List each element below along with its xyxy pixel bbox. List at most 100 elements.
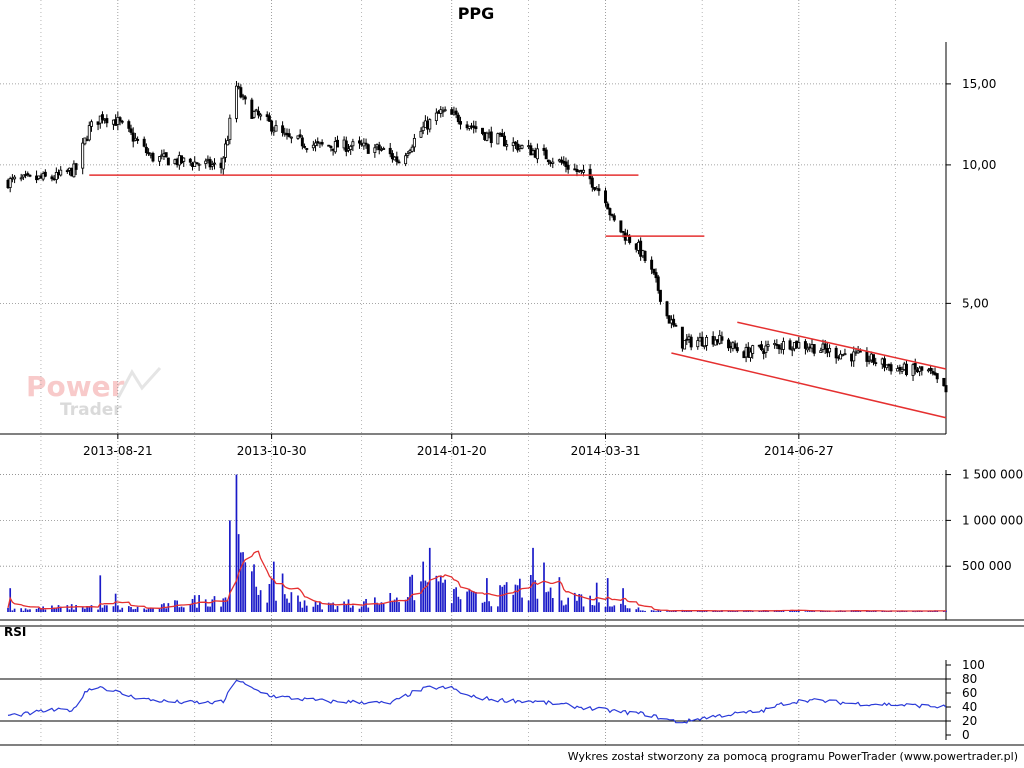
volume-bar — [180, 606, 183, 612]
volume-bar — [866, 610, 868, 612]
volume-bar — [312, 606, 315, 612]
volume-bar — [620, 603, 622, 612]
price-candle-body — [656, 276, 660, 291]
price-candle-body — [942, 377, 946, 387]
volume-bar — [642, 610, 644, 612]
x-tick-label: 2013-08-21 — [83, 444, 153, 458]
price-candle-body — [702, 345, 706, 348]
price-trendline — [737, 321, 947, 370]
volume-bar — [250, 571, 253, 612]
price-candle-body — [823, 343, 827, 350]
price-candle-body — [650, 259, 654, 270]
price-candle-body — [388, 147, 392, 155]
volume-bar — [242, 552, 244, 612]
volume-bar — [143, 608, 146, 612]
volume-bar — [767, 611, 769, 612]
volume-bar — [420, 581, 422, 612]
volume-bar — [68, 609, 71, 612]
volume-bar — [562, 605, 565, 612]
volume-bar — [321, 609, 323, 612]
price-candle-body — [766, 344, 770, 347]
volume-bar — [529, 574, 532, 612]
volume-bar — [106, 605, 108, 612]
volume-bar — [395, 597, 398, 612]
volume-bar — [380, 602, 383, 612]
price-candle-body — [564, 161, 568, 167]
volume-bar — [345, 604, 348, 612]
price-candle-body — [234, 85, 238, 119]
grid — [0, 0, 946, 745]
price-candle-body — [610, 214, 614, 216]
volume-bar — [152, 607, 154, 612]
volume-bar — [516, 585, 519, 612]
price-candle-body — [654, 272, 658, 279]
rsi-y-tick-label: 0 — [962, 728, 970, 742]
volume-bar — [268, 584, 271, 612]
price-candle-body — [65, 170, 69, 173]
volume-bar — [22, 610, 25, 612]
price-candle-body — [213, 162, 216, 165]
volume-bar — [518, 578, 521, 612]
price-candle-body — [147, 152, 151, 155]
price-candle-body — [303, 146, 307, 148]
volume-bar — [806, 611, 809, 612]
volume-bar — [127, 606, 130, 612]
price-candle-body — [764, 345, 768, 353]
volume-bar — [598, 602, 600, 612]
volume-bar — [751, 611, 754, 612]
volume-bar — [196, 607, 198, 612]
price-candle-body — [502, 135, 506, 147]
volume-bar — [7, 607, 9, 612]
price-candle-body — [700, 336, 704, 347]
price-candle-body — [511, 142, 515, 146]
volume-bar — [942, 611, 945, 612]
price-candle-body — [270, 120, 274, 132]
price-candle-body — [606, 203, 610, 210]
volume-bar — [303, 600, 306, 612]
volume-bar — [145, 609, 148, 612]
volume-bar — [547, 591, 550, 612]
volume-bar — [53, 607, 55, 612]
price-candle-body — [828, 347, 832, 353]
volume-bar — [255, 586, 258, 612]
price-candle-body — [872, 354, 875, 363]
volume-bar — [290, 592, 293, 612]
price-candle-body — [874, 362, 878, 365]
volume-bar — [305, 605, 308, 612]
volume-bar — [578, 593, 580, 612]
volume-bar — [699, 611, 701, 612]
price-candle-body — [867, 360, 871, 362]
volume-bar — [589, 595, 591, 612]
volume-bar — [382, 603, 385, 612]
price-candle-body — [434, 112, 438, 122]
price-candle-body — [241, 95, 245, 98]
volume-bar — [437, 581, 440, 612]
watermark-trader-text: Trader — [60, 400, 122, 420]
volume-bar — [182, 607, 185, 612]
price-candle-body — [228, 117, 232, 140]
volume-bar — [275, 600, 277, 612]
volume-bar — [512, 594, 515, 612]
price-candle-body — [336, 139, 339, 148]
volume-bar — [99, 575, 102, 612]
volume-bar — [696, 611, 699, 612]
volume-bar — [198, 595, 200, 612]
volume-bar — [101, 607, 104, 612]
volume-bar — [134, 608, 137, 612]
price-candle-body — [428, 119, 432, 130]
price-candle-body — [474, 126, 478, 130]
price-y-tick-label: 15,00 — [962, 77, 996, 91]
volume-bar — [560, 600, 563, 612]
price-candle-body — [210, 164, 214, 167]
price-candle-body — [733, 343, 737, 349]
volume-bar — [409, 576, 411, 612]
price-candle-body — [705, 336, 709, 346]
price-candle-body — [239, 87, 243, 98]
price-candle-body — [920, 366, 924, 371]
volume-bar — [486, 578, 488, 612]
volume-bar — [749, 611, 752, 612]
panel-frames — [0, 42, 1024, 746]
volume-bar — [613, 605, 616, 612]
volume-bar — [86, 606, 88, 612]
